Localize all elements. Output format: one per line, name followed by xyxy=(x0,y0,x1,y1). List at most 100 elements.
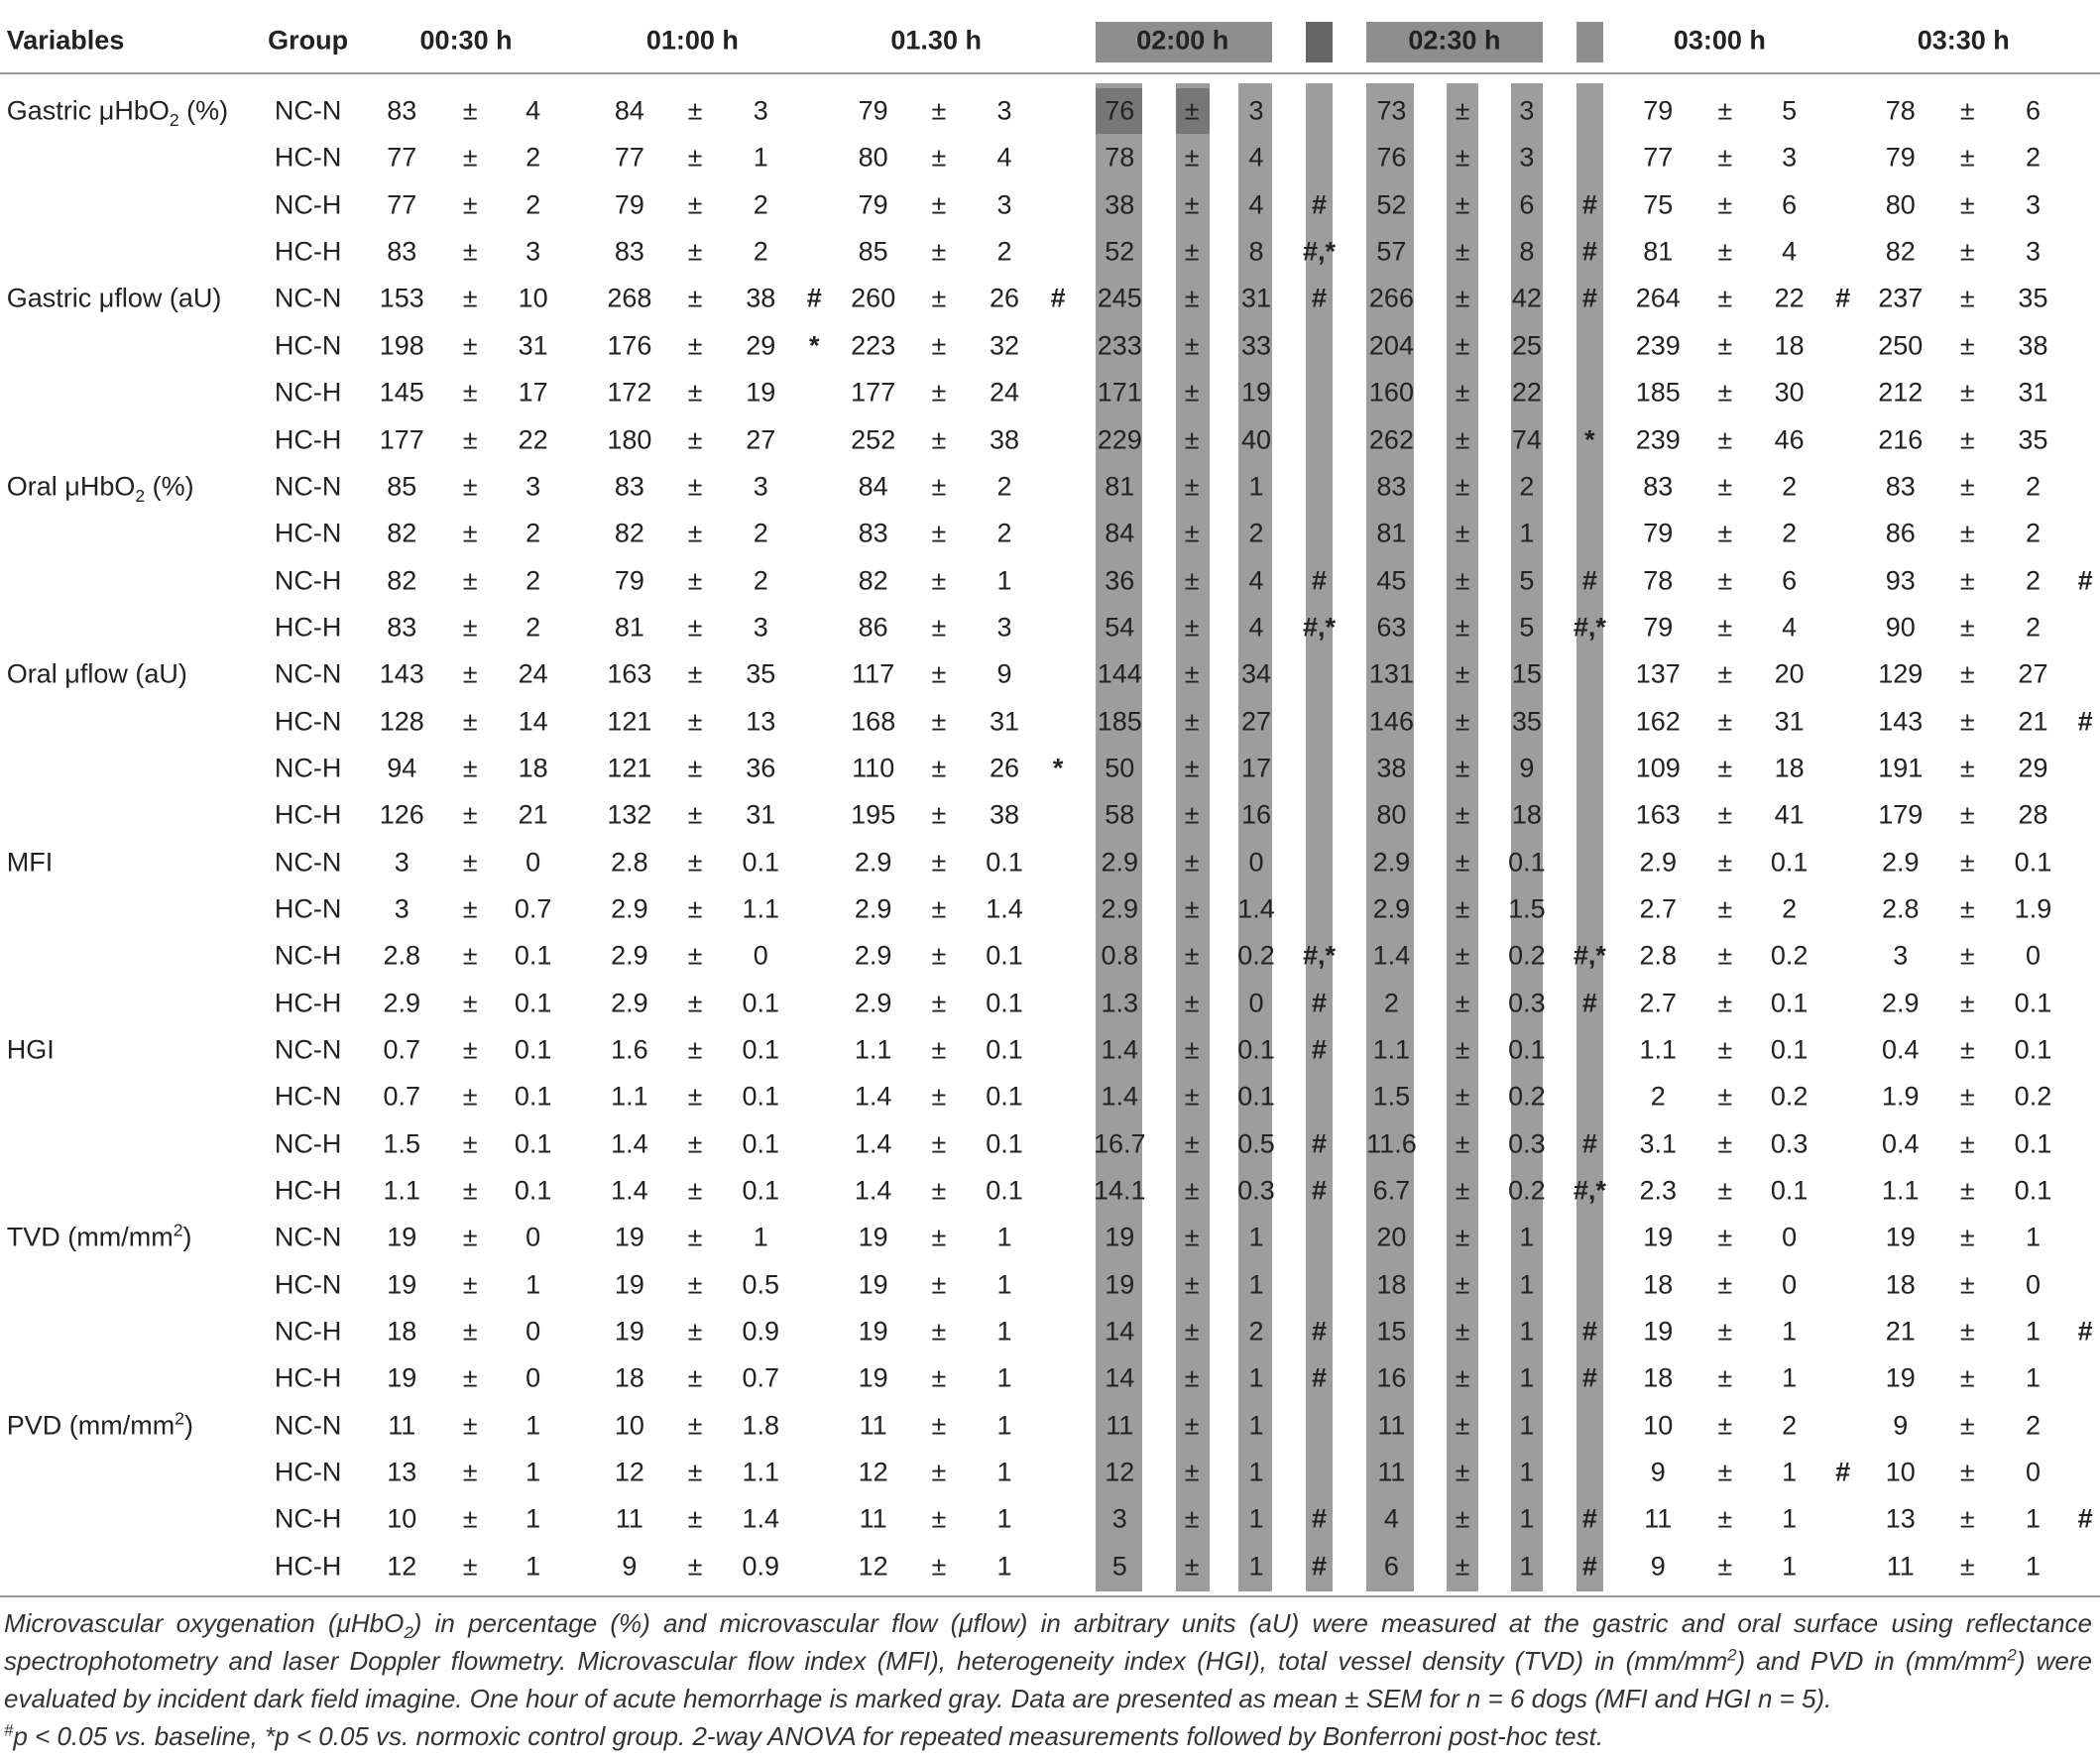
mean-cell: 1.4 xyxy=(1372,940,1411,971)
plus-minus: ± xyxy=(931,847,947,878)
mean-cell: 83 xyxy=(1885,471,1916,502)
mean-cell: 10 xyxy=(1885,1457,1916,1487)
sem-cell: 33 xyxy=(1240,330,1272,361)
group-cell: NC-N xyxy=(274,283,342,313)
mean-cell: 77 xyxy=(614,142,644,173)
group-cell: HC-N xyxy=(274,330,342,361)
plus-minus: ± xyxy=(1455,330,1470,361)
sem-cell: 0 xyxy=(1248,847,1264,878)
plus-minus: ± xyxy=(687,1362,703,1393)
sem-cell: 17 xyxy=(518,377,548,408)
footnote-paragraph: Microvascular oxygenation (μHbO2) in per… xyxy=(4,1604,2092,1717)
plus-minus: ± xyxy=(1184,565,1200,596)
significance-mark: # xyxy=(1835,283,1851,313)
sem-cell: 4 xyxy=(1248,189,1264,220)
sem-cell: 1.4 xyxy=(986,893,1023,924)
plus-minus: ± xyxy=(687,283,703,313)
mean-cell: 18 xyxy=(1376,1269,1407,1300)
mean-cell: 2.8 xyxy=(1639,940,1678,971)
plus-minus: ± xyxy=(1959,847,1975,878)
mean-cell: 143 xyxy=(379,658,424,689)
mean-cell: 9 xyxy=(622,1551,638,1582)
sem-cell: 0 xyxy=(525,1222,541,1252)
sem-cell: 0.2 xyxy=(1770,1081,1808,1112)
plus-minus: ± xyxy=(1184,189,1200,220)
sem-cell: 1 xyxy=(1519,1222,1535,1252)
header-band xyxy=(1095,21,1273,63)
sem-cell: 6 xyxy=(2025,95,2041,126)
sem-cell: 0.1 xyxy=(742,1175,780,1206)
mean-cell: 1.4 xyxy=(854,1081,892,1112)
sem-cell: 19 xyxy=(1240,377,1272,408)
mean-cell: 2.9 xyxy=(1372,893,1411,924)
plus-minus: ± xyxy=(1959,799,1975,830)
plus-minus: ± xyxy=(1959,1362,1975,1393)
plus-minus: ± xyxy=(1717,283,1733,313)
plus-minus: ± xyxy=(687,1269,703,1300)
plus-minus: ± xyxy=(931,753,947,783)
mean-cell: 79 xyxy=(858,95,888,126)
plus-minus: ± xyxy=(1184,706,1200,737)
sem-cell: 38 xyxy=(990,424,1020,455)
mean-cell: 1.4 xyxy=(611,1128,648,1159)
sem-cell: 1 xyxy=(525,1503,541,1534)
mean-cell: 223 xyxy=(851,330,896,361)
group-cell: NC-H xyxy=(274,565,342,596)
plus-minus: ± xyxy=(1717,753,1733,783)
significance-mark: # xyxy=(1581,988,1597,1018)
footnote: Microvascular oxygenation (μHbO2) in per… xyxy=(4,1604,2092,1755)
mean-cell: 185 xyxy=(1097,706,1142,737)
plus-minus: ± xyxy=(931,799,947,830)
group-cell: HC-H xyxy=(274,1551,342,1582)
mean-cell: 85 xyxy=(387,471,417,502)
plus-minus: ± xyxy=(1455,1128,1470,1159)
mean-cell: 162 xyxy=(1635,706,1681,737)
significance-mark: # xyxy=(1050,283,1066,313)
significance-mark: # xyxy=(1581,1503,1597,1534)
sem-cell: 1 xyxy=(996,1269,1012,1300)
group-cell: NC-N xyxy=(274,95,342,126)
sem-cell: 3 xyxy=(753,95,768,126)
plus-minus: ± xyxy=(1455,424,1470,455)
sem-cell: 0.2 xyxy=(1508,940,1546,971)
sem-cell: 8 xyxy=(1519,236,1535,267)
sem-cell: 0.1 xyxy=(2014,1034,2052,1065)
mean-cell: 9 xyxy=(1893,1410,1909,1441)
sem-cell: 38 xyxy=(2018,330,2048,361)
sem-cell: 21 xyxy=(2018,706,2048,737)
mean-cell: 81 xyxy=(1105,471,1135,502)
mean-cell: 11 xyxy=(1377,1457,1406,1487)
sem-cell: 0.1 xyxy=(986,988,1023,1018)
plus-minus: ± xyxy=(462,424,478,455)
plus-minus: ± xyxy=(1455,753,1470,783)
sem-cell: 0.1 xyxy=(742,1128,780,1159)
mean-cell: 90 xyxy=(1885,612,1916,643)
mean-cell: 77 xyxy=(387,142,417,173)
sem-cell: 3 xyxy=(2025,189,2041,220)
mean-cell: 54 xyxy=(1105,612,1135,643)
mean-cell: 198 xyxy=(379,330,424,361)
plus-minus: ± xyxy=(931,1410,947,1441)
significance-mark: # xyxy=(2077,565,2093,596)
plus-minus: ± xyxy=(1959,893,1975,924)
mean-cell: 14.1 xyxy=(1093,1175,1146,1206)
plus-minus: ± xyxy=(1455,236,1470,267)
sem-cell: 1 xyxy=(1519,1551,1535,1582)
mean-cell: 109 xyxy=(1635,753,1681,783)
plus-minus: ± xyxy=(931,1175,947,1206)
sem-cell: 0.1 xyxy=(986,847,1023,878)
group-cell: NC-H xyxy=(274,1316,342,1347)
plus-minus: ± xyxy=(462,1269,478,1300)
variable-text: PVD (mm/mm xyxy=(6,1410,175,1441)
plus-minus: ± xyxy=(1717,1410,1733,1441)
mean-cell: 82 xyxy=(387,518,417,548)
significance-mark: # xyxy=(2077,706,2093,737)
sem-cell: 36 xyxy=(746,753,776,783)
plus-minus: ± xyxy=(1455,1362,1470,1393)
plus-minus: ± xyxy=(1455,565,1470,596)
sem-cell: 0.1 xyxy=(2014,1128,2052,1159)
mean-cell: 19 xyxy=(614,1269,644,1300)
sem-cell: 3 xyxy=(1519,142,1535,173)
sem-cell: 1 xyxy=(1519,1362,1535,1393)
mean-cell: 78 xyxy=(1643,565,1674,596)
